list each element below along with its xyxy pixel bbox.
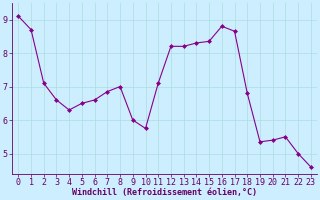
X-axis label: Windchill (Refroidissement éolien,°C): Windchill (Refroidissement éolien,°C) — [72, 188, 257, 197]
